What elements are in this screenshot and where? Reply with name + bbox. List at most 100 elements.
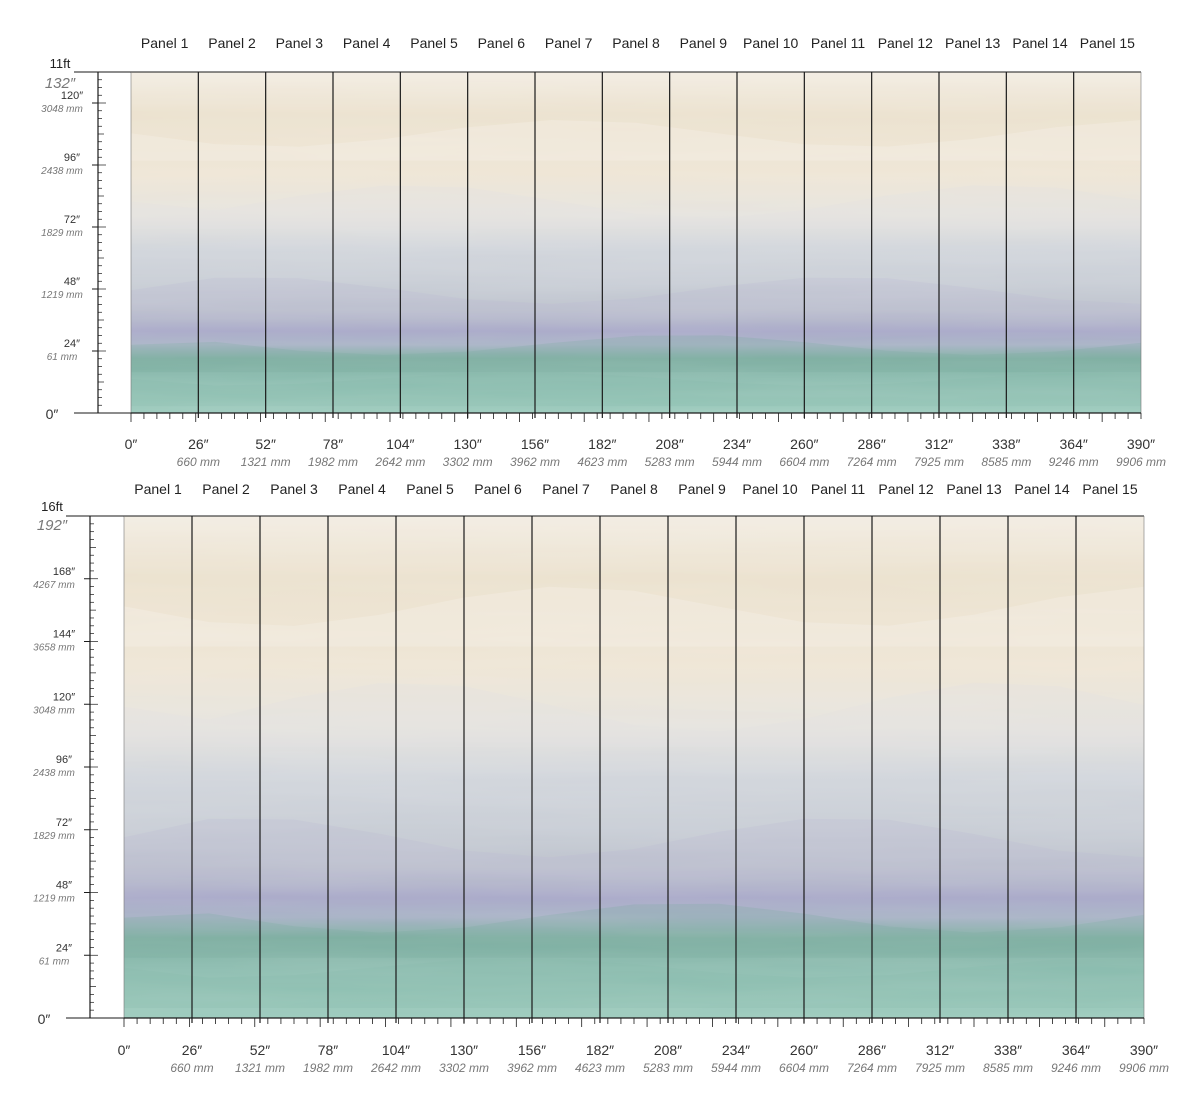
width-tick-mm-label: 8585 mm xyxy=(983,1061,1033,1075)
panel-label: Panel 15 xyxy=(1080,35,1135,51)
height-inches-label: 192″ xyxy=(37,517,68,534)
width-tick-label: 104″ xyxy=(382,1042,410,1058)
width-tick-label: 182″ xyxy=(586,1042,614,1058)
width-tick-mm-label: 3962 mm xyxy=(507,1061,557,1075)
width-tick-mm-label: 1321 mm xyxy=(241,455,291,469)
width-tick-label: 260″ xyxy=(790,436,818,452)
width-tick-mm-label: 5283 mm xyxy=(643,1061,693,1075)
panel-label: Panel 12 xyxy=(878,35,933,51)
width-tick-label: 234″ xyxy=(723,436,751,452)
width-tick-label: 234″ xyxy=(722,1042,750,1058)
panel-label: Panel 14 xyxy=(1012,35,1067,51)
height-tick-label: 48″ xyxy=(64,276,80,288)
width-tick-label: 286″ xyxy=(858,436,886,452)
width-tick-label: 130″ xyxy=(450,1042,478,1058)
height-tick-label: 120″ xyxy=(53,691,75,703)
width-tick-mm-label: 1321 mm xyxy=(235,1061,285,1075)
panel-label: Panel 1 xyxy=(141,35,189,51)
width-tick-mm-label: 7264 mm xyxy=(847,1061,897,1075)
width-tick-label: 338″ xyxy=(992,436,1020,452)
height-tick-mm-label: 1219 mm xyxy=(41,290,83,301)
width-tick-label: 364″ xyxy=(1060,436,1088,452)
width-tick-label: 208″ xyxy=(656,436,684,452)
width-tick-label: 0″ xyxy=(125,436,138,452)
panel-label: Panel 12 xyxy=(878,481,933,497)
height-zero-label: 0″ xyxy=(46,406,59,422)
panel-label: Panel 3 xyxy=(276,35,324,51)
height-tick-mm-label: 1219 mm xyxy=(33,894,75,905)
panel-label: Panel 5 xyxy=(406,481,454,497)
height-feet-label: 11ft xyxy=(50,56,71,71)
panel-label: Panel 2 xyxy=(202,481,250,497)
width-tick-mm-label: 3962 mm xyxy=(510,455,560,469)
height-tick-label: 144″ xyxy=(53,629,75,641)
width-tick-label: 52″ xyxy=(255,436,276,452)
height-tick-label: 120″ xyxy=(61,90,83,102)
panel-label: Panel 9 xyxy=(678,481,726,497)
panel-label: Panel 9 xyxy=(680,35,728,51)
width-tick-label: 26″ xyxy=(182,1042,203,1058)
height-tick-mm-label: 61 mm xyxy=(47,352,78,363)
panel-label: Panel 15 xyxy=(1082,481,1137,497)
width-tick-mm-label: 6604 mm xyxy=(779,1061,829,1075)
panel-label: Panel 13 xyxy=(945,35,1000,51)
panel-label: Panel 8 xyxy=(612,35,660,51)
width-tick-label: 208″ xyxy=(654,1042,682,1058)
width-tick-label: 130″ xyxy=(454,436,482,452)
panel-label: Panel 6 xyxy=(474,481,522,497)
width-tick-mm-label: 7925 mm xyxy=(915,1061,965,1075)
height-tick-mm-label: 2438 mm xyxy=(32,768,75,779)
height-tick-mm-label: 61 mm xyxy=(39,956,70,967)
width-tick-mm-label: 1982 mm xyxy=(303,1061,353,1075)
height-zero-label: 0″ xyxy=(38,1011,51,1027)
panel-label: Panel 4 xyxy=(343,35,391,51)
width-tick-mm-label: 1982 mm xyxy=(308,455,358,469)
height-tick-mm-label: 3658 mm xyxy=(33,643,75,654)
width-tick-label: 312″ xyxy=(925,436,953,452)
height-tick-mm-label: 3048 mm xyxy=(41,104,83,115)
height-tick-label: 96″ xyxy=(56,754,72,766)
panel-label: Panel 11 xyxy=(811,35,865,51)
width-tick-mm-label: 2642 mm xyxy=(374,455,425,469)
width-tick-mm-label: 9246 mm xyxy=(1049,455,1099,469)
panel-label: Panel 2 xyxy=(208,35,256,51)
width-tick-mm-label: 660 mm xyxy=(170,1061,213,1075)
mural-diagram-16ft: Panel 1 Panel 2 Panel 3 Panel 4 Panel 5 Panel… xyxy=(0,475,1202,1085)
mural-diagram-11ft: Panel 1 Panel 2 Panel 3 Panel 4 Panel 5 Panel… xyxy=(0,0,1202,475)
panel-label: Panel 10 xyxy=(743,35,798,51)
width-tick-mm-label: 660 mm xyxy=(177,455,220,469)
height-tick-label: 96″ xyxy=(64,152,80,164)
height-tick-mm-label: 2438 mm xyxy=(40,166,83,177)
width-tick-mm-label: 6604 mm xyxy=(779,455,829,469)
height-tick-label: 24″ xyxy=(64,338,80,350)
width-tick-label: 182″ xyxy=(588,436,616,452)
width-tick-mm-label: 7925 mm xyxy=(914,455,964,469)
width-tick-mm-label: 4623 mm xyxy=(575,1061,625,1075)
panel-label: Panel 1 xyxy=(134,481,182,497)
height-tick-label: 72″ xyxy=(64,214,80,226)
panel-label: Panel 6 xyxy=(478,35,526,51)
height-tick-label: 168″ xyxy=(53,566,75,578)
height-inches-label: 132″ xyxy=(45,75,76,92)
width-tick-label: 338″ xyxy=(994,1042,1022,1058)
panel-label: Panel 13 xyxy=(946,481,1001,497)
width-tick-label: 364″ xyxy=(1062,1042,1090,1058)
width-tick-mm-label: 5944 mm xyxy=(712,455,762,469)
width-tick-mm-label: 7264 mm xyxy=(847,455,897,469)
width-tick-label: 156″ xyxy=(521,436,549,452)
width-tick-label: 260″ xyxy=(790,1042,818,1058)
height-feet-label: 16ft xyxy=(41,499,63,514)
width-tick-mm-label: 2642 mm xyxy=(370,1061,421,1075)
panel-label: Panel 11 xyxy=(811,481,865,497)
height-tick-mm-label: 3048 mm xyxy=(33,705,75,716)
panel-label: Panel 5 xyxy=(410,35,458,51)
width-tick-label: 390″ xyxy=(1127,436,1155,452)
width-tick-label: 78″ xyxy=(318,1042,339,1058)
height-tick-mm-label: 1829 mm xyxy=(33,831,75,842)
mural-texture xyxy=(124,516,1144,1018)
height-tick-label: 24″ xyxy=(56,942,72,954)
width-tick-mm-label: 9906 mm xyxy=(1119,1061,1169,1075)
width-tick-mm-label: 4623 mm xyxy=(577,455,627,469)
panel-label: Panel 3 xyxy=(270,481,318,497)
width-tick-mm-label: 5944 mm xyxy=(711,1061,761,1075)
